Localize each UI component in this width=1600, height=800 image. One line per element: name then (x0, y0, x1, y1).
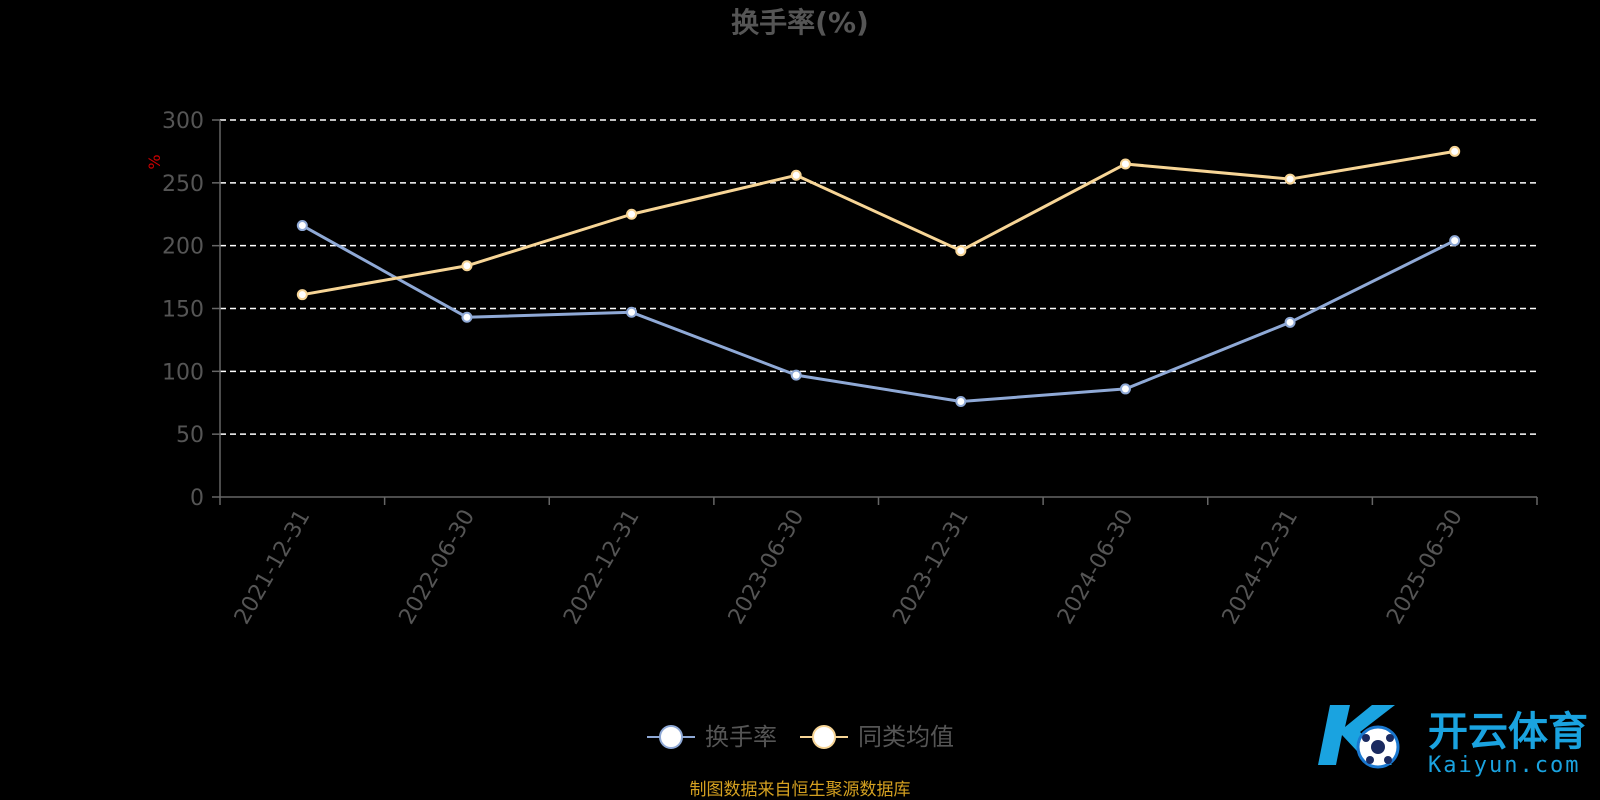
y-tick-labels: 0 50 100 150 200 250 300 (162, 109, 204, 511)
data-point-0-6[interactable] (1284, 316, 1296, 328)
y-axis-unit: % (145, 154, 164, 169)
legend-item-peer-average[interactable]: 同类均值 (800, 723, 954, 751)
series-line-0 (301, 224, 1456, 403)
data-point-0-7[interactable] (1449, 235, 1461, 247)
series-lines (296, 145, 1461, 407)
x-tick-label: 2022-06-30 (395, 506, 481, 629)
data-point-1-1[interactable] (461, 260, 473, 272)
data-point-1-0[interactable] (296, 289, 308, 301)
watermark-text-en: Kaiyun.com (1428, 753, 1580, 778)
x-tick-label: 2023-06-30 (724, 506, 810, 629)
watermark-text-cn: 开云体育 (1428, 709, 1588, 755)
chart-title: 换手率(%) (731, 6, 869, 39)
x-tick-label: 2021-12-31 (230, 506, 316, 629)
axes (219, 120, 1538, 505)
legend-label-peer-average: 同类均值 (858, 723, 954, 751)
data-point-1-2[interactable] (626, 208, 638, 220)
data-point-1-3[interactable] (790, 169, 802, 181)
x-tick-label: 2024-06-30 (1053, 506, 1139, 629)
x-tick-labels: 2021-12-31 2022-06-30 2022-12-31 2023-06-30… (230, 506, 1468, 629)
x-tick-label: 2023-12-31 (888, 506, 974, 629)
data-point-0-3[interactable] (790, 369, 802, 381)
series-line-1 (302, 149, 1455, 297)
legend-label-turnover: 换手率 (705, 723, 777, 751)
data-point-0-5[interactable] (1119, 383, 1131, 395)
y-tick-label: 100 (162, 360, 204, 385)
data-point-0-2[interactable] (626, 306, 638, 318)
data-point-0-0[interactable] (296, 220, 308, 232)
y-tick-label: 300 (162, 109, 204, 134)
data-point-1-5[interactable] (1119, 158, 1131, 170)
y-tick-label: 250 (162, 172, 204, 197)
watermark-logo-icon (1318, 705, 1400, 769)
legend-marker-peer-average (812, 725, 836, 749)
data-point-0-4[interactable] (955, 395, 967, 407)
data-point-1-4[interactable] (955, 245, 967, 257)
y-tick-label: 150 (162, 298, 204, 323)
legend-item-turnover[interactable]: 换手率 (647, 723, 777, 751)
watermark: 开云体育 Kaiyun.com (1318, 705, 1588, 778)
data-point-0-1[interactable] (461, 311, 473, 323)
data-point-1-7[interactable] (1449, 145, 1461, 157)
y-tick-label: 50 (176, 423, 204, 448)
data-point-1-6[interactable] (1284, 173, 1296, 185)
y-tick-label: 0 (190, 486, 204, 511)
x-tick-label: 2025-06-30 (1382, 506, 1468, 629)
data-source-note: 制图数据来自恒生聚源数据库 (690, 780, 911, 800)
y-tick-label: 200 (162, 235, 204, 260)
grid-lines (212, 119, 1537, 498)
x-tick-label: 2024-12-31 (1218, 506, 1304, 629)
x-tick-label: 2022-12-31 (559, 506, 645, 629)
legend[interactable]: 换手率 同类均值 (647, 723, 954, 751)
legend-marker-turnover (659, 725, 683, 749)
